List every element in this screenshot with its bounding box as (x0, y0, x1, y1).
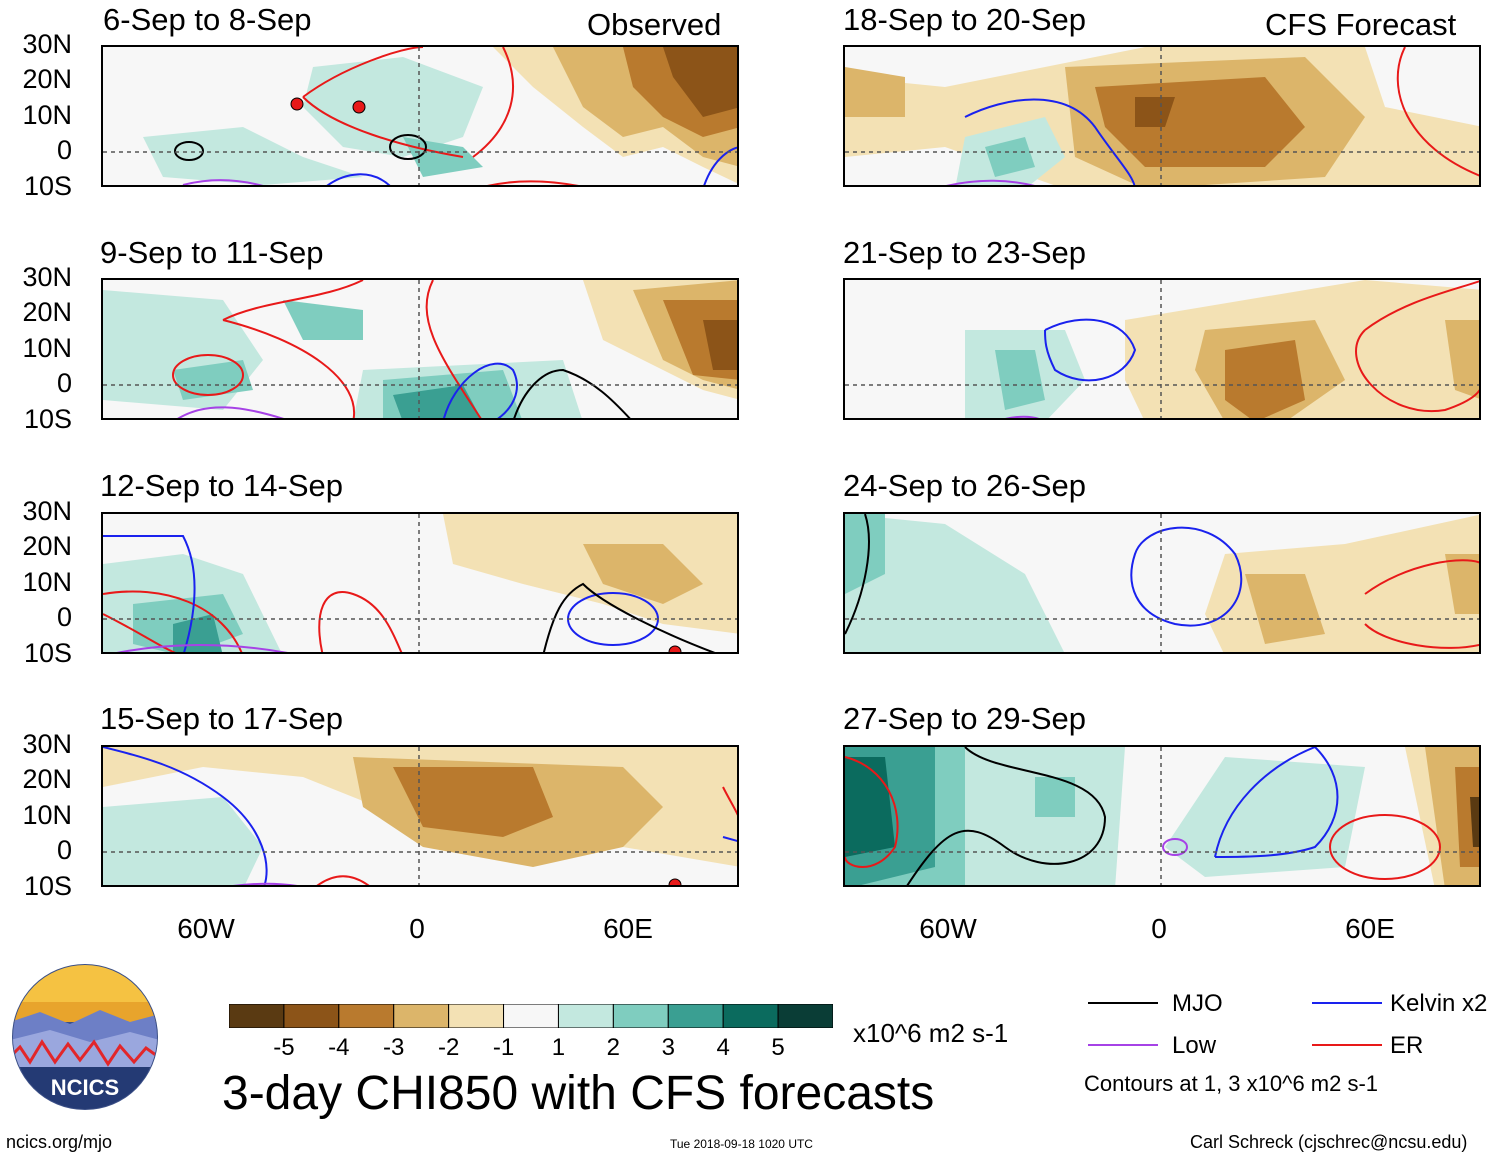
panel-title-2: 9-Sep to 11-Sep (100, 235, 324, 270)
map-panel-8 (843, 745, 1481, 887)
lat-label-row2-10s: 10S (23, 404, 72, 434)
colorbar (228, 1003, 834, 1029)
legend-note: Contours at 1, 3 x10^6 m2 s-1 (1084, 1071, 1379, 1096)
colorbar-tick-1: -5 (273, 1034, 295, 1061)
lat-label-row4-0: 0 (56, 835, 72, 865)
legend-label-er: ER (1390, 1032, 1424, 1059)
legend-label-low: Low (1172, 1032, 1217, 1059)
lat-label-row3-0: 0 (56, 602, 72, 632)
colorbar-tick-9: 4 (716, 1034, 730, 1061)
footer-url[interactable]: ncics.org/mjo (6, 1132, 113, 1152)
lat-label-row4-10s: 10S (23, 871, 72, 901)
colorbar-box-3 (338, 1003, 395, 1029)
colorbar-tick-6: 1 (551, 1034, 566, 1061)
colorbar-tick-3: -3 (383, 1034, 405, 1061)
panel-title-8: 27-Sep to 29-Sep (843, 701, 1087, 736)
lon-label-col1-0: 0 (409, 913, 425, 944)
colorbar-box-11 (777, 1003, 834, 1029)
lat-label-row4-20n: 20N (22, 764, 72, 794)
map-panel-1 (101, 45, 739, 187)
panel-title-3: 12-Sep to 14-Sep (100, 468, 344, 503)
colorbar-box-6 (503, 1003, 559, 1029)
lat-label-row3-10n: 10N (22, 567, 72, 597)
lat-label-row4-10n: 10N (22, 800, 72, 830)
colorbar-tick-4: -2 (437, 1034, 460, 1061)
lon-label-col2-0: 0 (1151, 913, 1167, 944)
colorbar-box-10 (722, 1003, 779, 1029)
ncics-logo: NCICS (10, 962, 160, 1112)
lon-label-col2-60e: 60E (1345, 913, 1395, 944)
map-panel-5 (843, 45, 1481, 187)
colorbar-tick-7: 2 (606, 1034, 621, 1061)
colorbar-tick-8: 3 (661, 1034, 675, 1061)
lat-label-row2-10n: 10N (22, 333, 72, 363)
legend-label-kelvin: Kelvin x2 (1390, 990, 1488, 1017)
figure-title: 3-day CHI850 with CFS forecasts (222, 1067, 935, 1120)
lat-label-row1-0: 0 (56, 135, 72, 165)
panel-title-1: 6-Sep to 8-Sep (103, 2, 312, 37)
panel-title-4: 15-Sep to 17-Sep (100, 701, 344, 736)
legend-label-mjo: MJO (1172, 990, 1223, 1017)
lon-label-col1-60e: 60E (603, 913, 653, 944)
colorbar-box-7 (557, 1003, 614, 1029)
panel-title-6: 21-Sep to 23-Sep (843, 235, 1087, 270)
lon-label-col2-60w: 60W (919, 913, 977, 944)
lat-label-row2-20n: 20N (22, 297, 72, 327)
colorbar-box-2 (283, 1003, 340, 1029)
lat-label-row4-30n: 30N (22, 729, 72, 759)
lat-label-row2-30n: 30N (22, 262, 72, 292)
lat-label-row1-30n: 30N (22, 29, 72, 59)
colorbar-tick-2: -4 (328, 1034, 350, 1061)
forecast-label: CFS Forecast (1265, 7, 1457, 42)
lat-label-row1-10s: 10S (23, 171, 72, 201)
map-panel-3 (101, 512, 739, 654)
map-panel-7 (843, 512, 1481, 654)
lat-label-row3-20n: 20N (22, 531, 72, 561)
map-panel-4 (101, 745, 739, 887)
lat-label-row1-20n: 20N (22, 64, 72, 94)
map-panel-2 (101, 278, 739, 420)
panel-title-7: 24-Sep to 26-Sep (843, 468, 1087, 503)
lon-label-col1-60w: 60W (177, 913, 235, 944)
colorbar-units: x10^6 m2 s-1 (853, 1018, 1009, 1048)
colorbar-box-9 (667, 1003, 724, 1029)
map-panel-6 (843, 278, 1481, 420)
ncics-logo-text: NCICS (51, 1075, 119, 1100)
colorbar-box-5 (448, 1003, 505, 1029)
colorbar-tick-5: -1 (492, 1034, 515, 1061)
lat-label-row3-10s: 10S (23, 638, 72, 668)
lat-label-row1-10n: 10N (22, 100, 72, 130)
colorbar-box-4 (393, 1003, 450, 1029)
lat-label-row2-0: 0 (56, 368, 72, 398)
footer-credit[interactable]: Carl Schreck (cjschrec@ncsu.edu) (1190, 1132, 1468, 1152)
colorbar-tick-10: 5 (771, 1034, 785, 1061)
panel-title-5: 18-Sep to 20-Sep (843, 2, 1087, 37)
footer-timestamp: Tue 2018-09-18 1020 UTC (670, 1137, 813, 1151)
colorbar-box-8 (612, 1003, 669, 1029)
colorbar-box-1 (228, 1003, 285, 1029)
observed-label: Observed (587, 7, 722, 42)
lat-label-row3-30n: 30N (22, 496, 72, 526)
